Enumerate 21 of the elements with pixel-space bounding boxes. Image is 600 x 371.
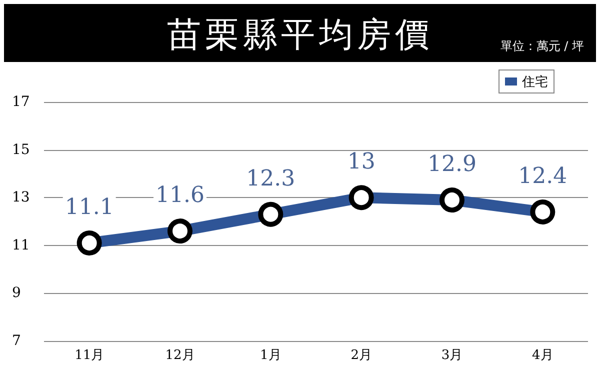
y-tick-label: 15 xyxy=(12,142,30,158)
data-label: 11.6 xyxy=(156,183,204,208)
x-tick-label: 2月 xyxy=(350,348,372,363)
data-label: 12.4 xyxy=(518,164,568,189)
x-tick-label: 3月 xyxy=(441,348,463,363)
y-tick-label: 13 xyxy=(12,190,30,206)
y-tick-label: 9 xyxy=(12,285,21,302)
data-label: 12.3 xyxy=(246,166,296,192)
text: 單位：萬元 / 坪 xyxy=(500,38,584,55)
y-tick-label: 11 xyxy=(12,237,30,254)
y-tick-label: 17 xyxy=(12,94,30,110)
data-label: 13 xyxy=(347,150,376,175)
x-tick-label: 12月 xyxy=(165,348,195,363)
x-tick-label: 1月 xyxy=(260,348,282,363)
data-label: 11.1 xyxy=(64,195,114,220)
chart-title: 苗栗縣平均房價 xyxy=(167,15,433,55)
legend-label: 住宅 xyxy=(521,74,548,89)
data-label: 12.9 xyxy=(428,152,476,177)
y-tick-label: 7 xyxy=(12,333,21,349)
x-tick-label: 4月 xyxy=(532,348,554,363)
x-tick-label: 11月 xyxy=(74,348,104,363)
